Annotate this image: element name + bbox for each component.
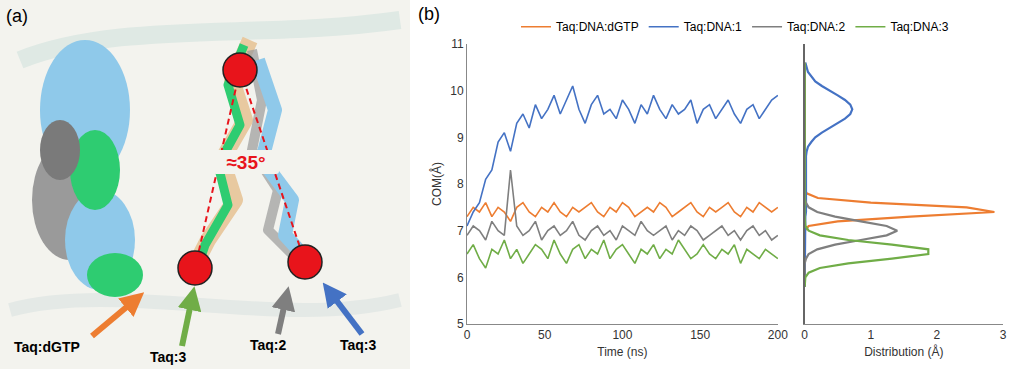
svg-text:Taq:3: Taq:3	[150, 349, 187, 365]
svg-text:Taq:DNA:1: Taq:DNA:1	[684, 20, 742, 34]
svg-text:11: 11	[451, 37, 464, 51]
svg-text:Time (ns): Time (ns)	[597, 345, 647, 359]
svg-text:COM(Å): COM(Å)	[429, 162, 444, 206]
svg-text:Taq:dGTP: Taq:dGTP	[14, 339, 80, 355]
svg-text:6: 6	[457, 271, 464, 285]
svg-text:Taq:DNA:2: Taq:DNA:2	[787, 20, 845, 34]
svg-text:2: 2	[934, 328, 941, 342]
svg-text:150: 150	[690, 328, 710, 342]
svg-text:Taq:DNA:3: Taq:DNA:3	[890, 20, 948, 34]
svg-text:≈35°: ≈35°	[226, 152, 265, 173]
svg-text:0: 0	[801, 328, 808, 342]
svg-text:9: 9	[457, 131, 464, 145]
svg-text:8: 8	[457, 177, 464, 191]
svg-text:(a): (a)	[6, 6, 28, 26]
svg-text:1: 1	[867, 328, 874, 342]
svg-text:7: 7	[457, 224, 464, 238]
svg-text:50: 50	[538, 328, 552, 342]
svg-text:Distribution (Å): Distribution (Å)	[864, 344, 943, 359]
svg-text:10: 10	[450, 84, 464, 98]
svg-text:5: 5	[457, 317, 464, 331]
svg-text:200: 200	[768, 328, 788, 342]
svg-text:Taq:3: Taq:3	[340, 337, 377, 353]
svg-text:3: 3	[1000, 328, 1007, 342]
svg-text:Taq:2: Taq:2	[250, 337, 287, 353]
svg-text:100: 100	[612, 328, 632, 342]
html-text:(b): (b)	[418, 4, 440, 24]
svg-text:Taq:DNA:dGTP: Taq:DNA:dGTP	[556, 20, 639, 34]
svg-text:0: 0	[464, 328, 471, 342]
